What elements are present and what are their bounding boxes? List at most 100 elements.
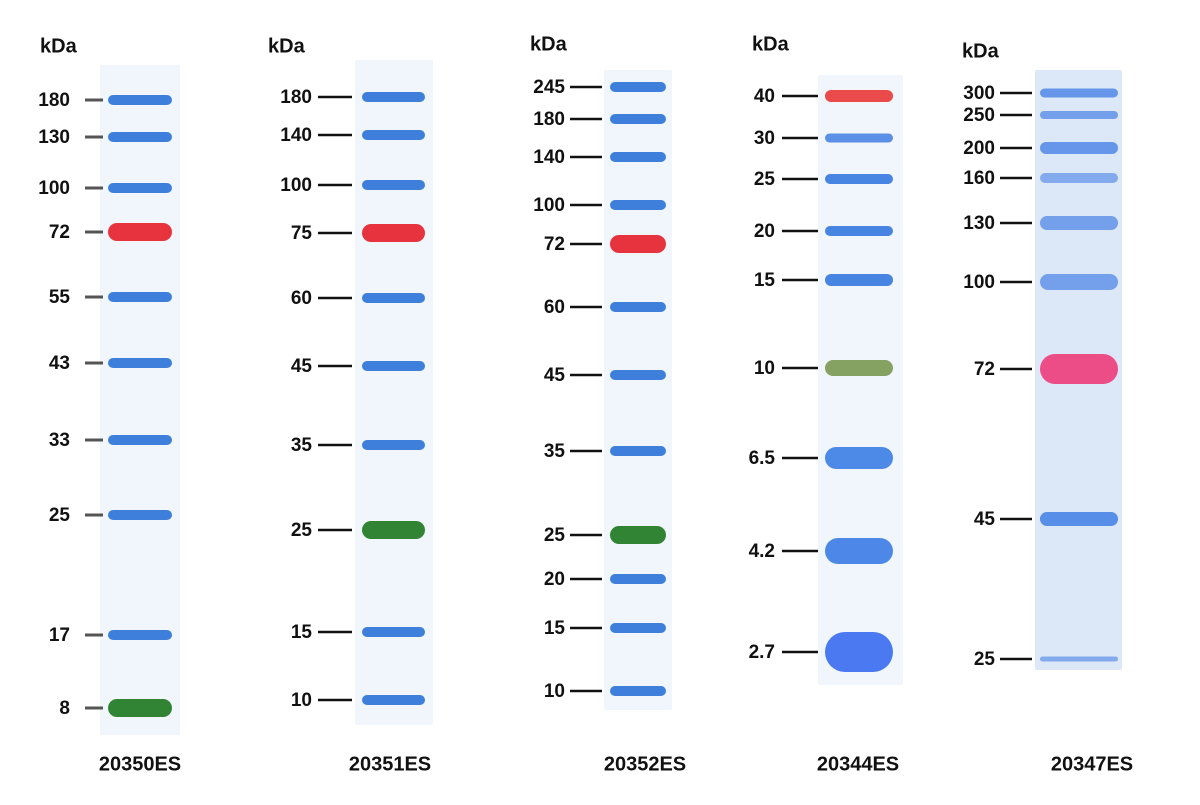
band bbox=[362, 627, 425, 637]
marker-label: 30 bbox=[754, 128, 775, 149]
band bbox=[1040, 142, 1118, 154]
marker-label: 250 bbox=[963, 105, 995, 126]
marker-label: 40 bbox=[754, 86, 775, 107]
lane-background bbox=[355, 60, 433, 725]
marker-label: 160 bbox=[963, 168, 995, 189]
marker-label: 45 bbox=[544, 365, 566, 386]
marker-label: 180 bbox=[38, 90, 70, 111]
band bbox=[108, 630, 172, 640]
marker-label: 45 bbox=[974, 509, 996, 530]
marker-label: 100 bbox=[533, 195, 565, 216]
band bbox=[1040, 88, 1118, 98]
marker-label: 15 bbox=[754, 270, 776, 291]
marker-label: 10 bbox=[291, 690, 312, 711]
lane-background bbox=[818, 75, 903, 685]
band bbox=[610, 686, 666, 696]
ladder-name: 20344ES bbox=[817, 753, 899, 775]
marker-label: 60 bbox=[544, 297, 565, 318]
band bbox=[1040, 111, 1118, 119]
band bbox=[362, 293, 425, 303]
marker-label: 72 bbox=[49, 222, 70, 243]
band bbox=[108, 358, 172, 368]
band bbox=[1040, 354, 1118, 384]
unit-label: kDa bbox=[268, 35, 306, 57]
marker-label: 130 bbox=[963, 213, 995, 234]
band bbox=[610, 302, 666, 312]
marker-label: 100 bbox=[963, 272, 995, 293]
band bbox=[108, 699, 172, 717]
marker-label: 25 bbox=[49, 505, 71, 526]
marker-label: 10 bbox=[754, 358, 775, 379]
marker-label: 100 bbox=[38, 178, 70, 199]
marker-label: 75 bbox=[291, 223, 313, 244]
marker-label: 180 bbox=[533, 109, 565, 130]
marker-label: 6.5 bbox=[749, 448, 776, 469]
band bbox=[362, 521, 425, 539]
unit-label: kDa bbox=[962, 40, 1000, 62]
marker-label: 17 bbox=[49, 625, 70, 646]
band bbox=[610, 235, 666, 253]
band bbox=[825, 133, 893, 143]
marker-label: 45 bbox=[291, 356, 313, 377]
marker-label: 10 bbox=[544, 681, 565, 702]
band bbox=[825, 447, 893, 469]
marker-label: 180 bbox=[280, 87, 312, 108]
band bbox=[108, 292, 172, 302]
band bbox=[610, 446, 666, 456]
band bbox=[108, 435, 172, 445]
band bbox=[1040, 656, 1118, 662]
band bbox=[825, 174, 893, 184]
ladder-name: 20350ES bbox=[99, 753, 181, 775]
band bbox=[108, 510, 172, 520]
marker-label: 35 bbox=[291, 435, 313, 456]
band bbox=[362, 180, 425, 190]
band bbox=[610, 114, 666, 124]
band bbox=[108, 132, 172, 142]
unit-label: kDa bbox=[40, 35, 78, 57]
marker-label: 25 bbox=[291, 520, 313, 541]
marker-label: 25 bbox=[544, 525, 566, 546]
band bbox=[610, 82, 666, 92]
band bbox=[108, 223, 172, 241]
band bbox=[825, 360, 893, 376]
band bbox=[825, 274, 893, 286]
band bbox=[1040, 216, 1118, 230]
ladder-name: 20351ES bbox=[349, 753, 431, 775]
marker-label: 20 bbox=[754, 221, 775, 242]
marker-label: 20 bbox=[544, 569, 565, 590]
band bbox=[825, 226, 893, 236]
marker-label: 300 bbox=[963, 83, 995, 104]
band bbox=[825, 538, 893, 564]
marker-label: 4.2 bbox=[749, 541, 775, 562]
band bbox=[610, 370, 666, 380]
unit-label: kDa bbox=[752, 33, 790, 55]
marker-label: 25 bbox=[974, 649, 996, 670]
band bbox=[362, 695, 425, 705]
band bbox=[610, 574, 666, 584]
band bbox=[825, 90, 893, 102]
band bbox=[610, 152, 666, 162]
band bbox=[610, 623, 666, 633]
marker-label: 25 bbox=[754, 169, 776, 190]
marker-label: 43 bbox=[49, 353, 70, 374]
band bbox=[1040, 512, 1118, 526]
band bbox=[362, 440, 425, 450]
band bbox=[362, 361, 425, 371]
marker-label: 15 bbox=[291, 622, 313, 643]
band bbox=[1040, 274, 1118, 290]
band bbox=[362, 130, 425, 140]
lane-background bbox=[604, 70, 672, 710]
marker-label: 130 bbox=[38, 127, 70, 148]
marker-label: 60 bbox=[291, 288, 312, 309]
marker-label: 2.7 bbox=[749, 642, 775, 663]
band bbox=[1040, 173, 1118, 183]
band bbox=[108, 95, 172, 105]
band bbox=[362, 224, 425, 242]
marker-label: 140 bbox=[280, 125, 312, 146]
band bbox=[825, 632, 893, 672]
marker-label: 140 bbox=[533, 147, 565, 168]
marker-label: 8 bbox=[59, 698, 70, 719]
marker-label: 245 bbox=[533, 77, 565, 98]
marker-label: 72 bbox=[544, 234, 565, 255]
marker-label: 100 bbox=[280, 175, 312, 196]
